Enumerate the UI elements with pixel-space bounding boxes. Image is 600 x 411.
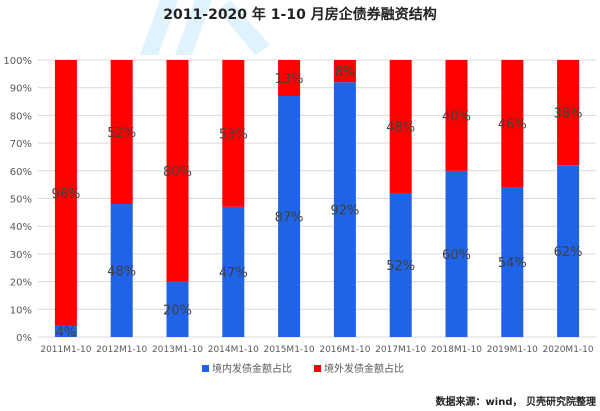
- data-label: 40%: [442, 109, 471, 124]
- bar-domestic: [445, 170, 468, 337]
- data-label: 8%: [335, 65, 356, 80]
- data-label: 92%: [330, 204, 359, 219]
- bar-overseas: [333, 60, 356, 83]
- x-tick-label: 2015M1-10: [264, 345, 315, 355]
- bar-domestic: [166, 281, 189, 337]
- source-note: 数据来源：wind， 贝壳研究院整理: [435, 397, 596, 408]
- x-tick-label: 2019M1-10: [487, 345, 538, 355]
- bar-overseas: [557, 60, 580, 166]
- y-tick-label: 70%: [10, 139, 32, 150]
- watermark-logo: [140, 0, 270, 55]
- data-label: 62%: [554, 245, 583, 260]
- bar-domestic: [110, 204, 133, 337]
- y-tick-label: 10%: [10, 305, 32, 316]
- bar-domestic: [333, 82, 356, 337]
- data-label: 20%: [163, 303, 192, 318]
- data-label: 54%: [498, 256, 527, 271]
- y-tick-label: 20%: [10, 278, 32, 289]
- data-label: 53%: [219, 127, 248, 142]
- bar-domestic: [501, 187, 524, 337]
- data-label: 48%: [386, 120, 415, 135]
- x-tick-label: 2020M1-10: [543, 345, 594, 355]
- y-tick-label: 100%: [3, 56, 32, 67]
- x-tick-label: 2017M1-10: [375, 345, 426, 355]
- bar-overseas: [501, 60, 524, 188]
- legend-label: 境内发债金额占比: [212, 362, 292, 375]
- data-label: 96%: [51, 187, 80, 202]
- bar-domestic: [389, 192, 412, 337]
- data-label: 52%: [107, 126, 136, 141]
- y-tick-label: 30%: [10, 250, 32, 261]
- bar-overseas: [110, 60, 133, 205]
- x-tick-label: 2013M1-10: [152, 345, 203, 355]
- data-label: 38%: [554, 107, 583, 122]
- x-tick-label: 2012M1-10: [96, 345, 147, 355]
- data-label: 48%: [107, 265, 136, 280]
- y-tick-label: 60%: [10, 167, 32, 178]
- bar-overseas: [278, 60, 301, 97]
- data-label: 4%: [56, 325, 77, 340]
- data-label: 47%: [219, 266, 248, 281]
- chart-title: 2011-2020 年 1-10 月房企债券融资结构: [163, 7, 437, 23]
- bar-domestic: [278, 96, 301, 337]
- legend-swatch-domestic: [202, 365, 209, 372]
- x-tick-label: 2018M1-10: [431, 345, 482, 355]
- data-label: 60%: [442, 248, 471, 263]
- y-tick-label: 40%: [10, 222, 32, 233]
- bar-overseas: [222, 60, 245, 207]
- x-tick-label: 2016M1-10: [319, 345, 370, 355]
- y-tick-label: 90%: [10, 84, 32, 95]
- bar-domestic: [222, 206, 245, 337]
- y-tick-label: 50%: [10, 195, 32, 206]
- y-tick-label: 0%: [16, 333, 32, 344]
- data-label: 87%: [275, 211, 304, 226]
- bar-overseas: [445, 60, 468, 171]
- data-label: 46%: [498, 118, 527, 133]
- bar-overseas: [54, 60, 77, 326]
- bar-domestic: [54, 325, 77, 337]
- legend-swatch-overseas: [314, 365, 321, 372]
- data-label: 13%: [275, 72, 304, 87]
- x-tick-label: 2011M1-10: [40, 345, 91, 355]
- data-label: 52%: [386, 259, 415, 274]
- bar-overseas: [166, 60, 189, 282]
- y-tick-label: 80%: [10, 111, 32, 122]
- legend-label: 境外发债金额占比: [324, 362, 404, 375]
- x-tick-label: 2014M1-10: [208, 345, 259, 355]
- data-label: 80%: [163, 165, 192, 180]
- bar-domestic: [557, 165, 580, 337]
- bar-overseas: [389, 60, 412, 193]
